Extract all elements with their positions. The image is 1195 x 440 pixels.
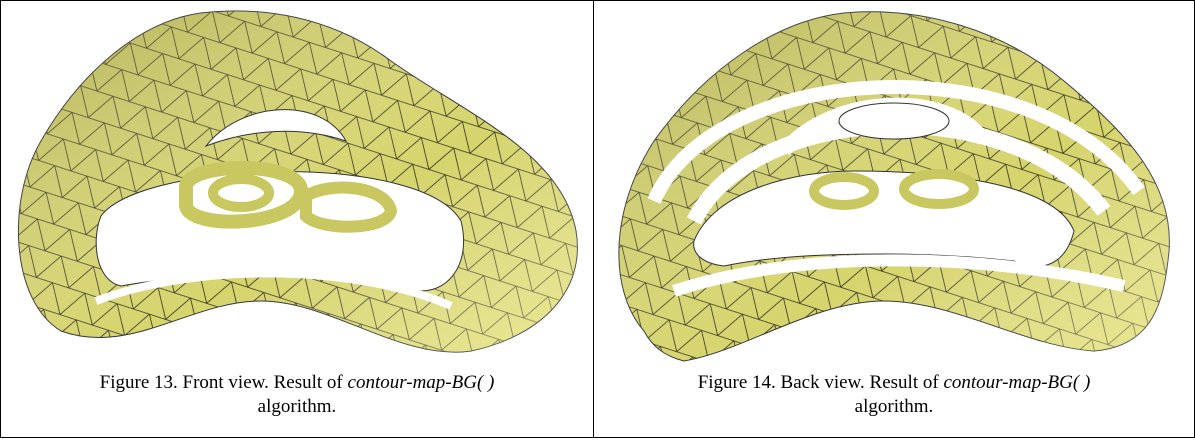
figure-cell: Figure 14. Back view. Result of contour-… [593, 0, 1195, 438]
method-name: contour-map-BG( ) [348, 372, 495, 393]
caption-text: Figure 13. Front view. Result of [100, 372, 343, 393]
figure-cell: Figure 13. Front view. Result of contour… [0, 0, 594, 438]
caption: Figure 13. Front view. Result of contour… [1, 371, 593, 419]
caption-text: algorithm. [855, 396, 934, 417]
page: Figure 13. Front view. Result of contour… [0, 0, 1195, 440]
caption-text: algorithm. [258, 396, 337, 417]
mesh-image [1, 1, 595, 371]
mesh-image [594, 1, 1194, 371]
caption: Figure 14. Back view. Result of contour-… [594, 371, 1194, 419]
method-name: contour-map-BG( ) [943, 372, 1090, 393]
caption-text: Figure 14. Back view. Result of [698, 372, 939, 393]
